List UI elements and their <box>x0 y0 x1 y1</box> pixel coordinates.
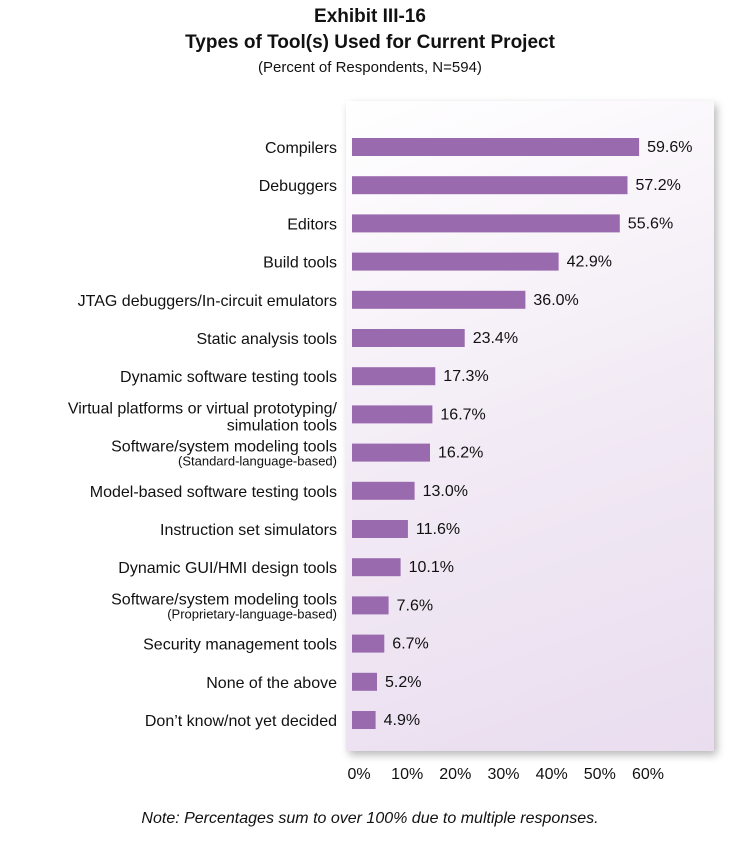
category-label: Don’t know/not yet decided <box>145 713 337 730</box>
value-label: 6.7% <box>392 636 428 653</box>
chart-subtitle: (Percent of Respondents, N=594) <box>258 59 482 76</box>
chart-title: Types of Tool(s) Used for Current Projec… <box>185 32 555 53</box>
x-tick-label: 40% <box>536 766 568 783</box>
bar <box>352 443 430 462</box>
category-label: Software/system modeling tools <box>111 591 337 608</box>
category-label: Static analysis tools <box>196 331 337 348</box>
category-label: Dynamic software testing tools <box>120 369 337 386</box>
bar <box>352 520 408 538</box>
category-label: JTAG debuggers/In-circuit emulators <box>78 293 337 310</box>
x-tick-label: 60% <box>632 766 664 783</box>
value-label: 16.7% <box>440 406 485 423</box>
category-label: Compilers <box>265 140 337 157</box>
category-label-line2: (Standard-language-based) <box>178 454 337 469</box>
category-label: Instruction set simulators <box>160 522 337 539</box>
category-label: None of the above <box>206 675 337 692</box>
category-label: Software/system modeling tools <box>111 439 337 456</box>
footnote: Note: Percentages sum to over 100% due t… <box>141 810 599 827</box>
value-label: 17.3% <box>443 368 488 385</box>
value-label: 4.9% <box>384 712 420 729</box>
category-label: Virtual platforms or virtual prototyping… <box>68 400 338 417</box>
exhibit-number: Exhibit III-16 <box>314 6 426 27</box>
category-label: Build tools <box>263 255 337 272</box>
bar <box>352 634 385 653</box>
bar-chart: 59.6% Compilers 57.2% Debuggers 55.6% Editors… <box>68 138 692 783</box>
category-label: Security management tools <box>143 637 337 654</box>
category-label: Model-based software testing tools <box>90 484 337 501</box>
category-label-line2: (Proprietary-language-based) <box>167 606 337 621</box>
value-label: 16.2% <box>438 445 483 462</box>
value-label: 13.0% <box>423 483 468 500</box>
category-label-line2: simulation tools <box>227 417 337 434</box>
category-label: Debuggers <box>259 178 337 195</box>
value-label: 5.2% <box>385 674 421 691</box>
bar <box>352 405 433 424</box>
bar <box>352 558 401 577</box>
value-label: 55.6% <box>628 215 673 232</box>
value-label: 36.0% <box>533 292 578 309</box>
value-label: 11.6% <box>416 521 460 538</box>
x-tick-label: 10% <box>391 766 423 783</box>
bar <box>352 367 436 386</box>
value-label: 23.4% <box>473 330 518 347</box>
x-tick-label: 30% <box>487 766 519 783</box>
bar <box>352 252 559 271</box>
value-label: 10.1% <box>409 559 454 576</box>
bar <box>352 481 415 500</box>
bar <box>352 711 376 729</box>
bar <box>352 214 620 233</box>
x-tick-label: 50% <box>584 766 616 783</box>
bar <box>352 596 389 615</box>
value-label: 42.9% <box>567 254 612 271</box>
bar <box>352 329 465 347</box>
category-label: Dynamic GUI/HMI design tools <box>118 560 337 577</box>
category-label: Editors <box>287 216 337 233</box>
value-label: 59.6% <box>647 139 692 156</box>
x-tick-label: 0% <box>347 766 370 783</box>
bar <box>352 290 526 309</box>
value-label: 57.2% <box>636 177 681 194</box>
x-tick-label: 20% <box>439 766 471 783</box>
bar <box>352 138 640 156</box>
bar <box>352 672 377 691</box>
bar <box>352 176 628 195</box>
value-label: 7.6% <box>397 597 433 614</box>
plot-panel <box>346 101 714 751</box>
